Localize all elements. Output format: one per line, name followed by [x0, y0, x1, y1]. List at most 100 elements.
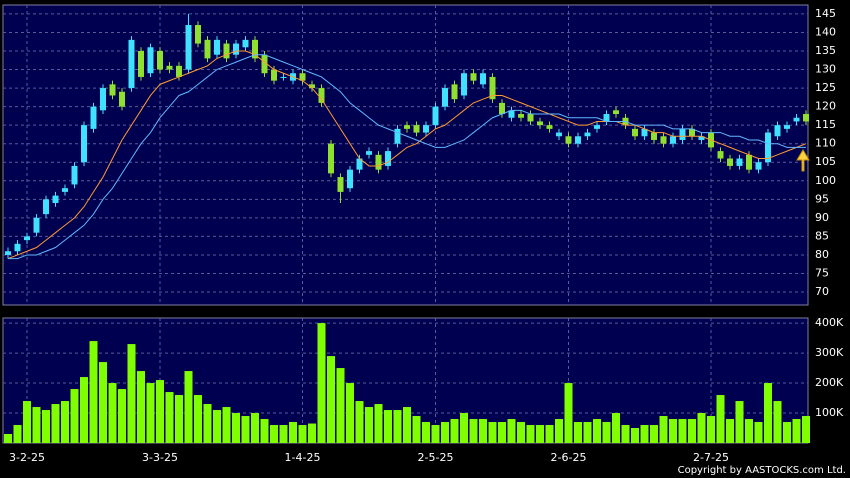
- volume-bar: [203, 404, 212, 443]
- candle-body: [128, 39, 135, 89]
- candle-body: [166, 65, 173, 70]
- candle-body: [299, 73, 306, 81]
- candle-body: [765, 132, 771, 163]
- candle-body: [679, 128, 686, 140]
- candle-body: [774, 125, 781, 137]
- volume-bar: [374, 404, 383, 443]
- volume-bar: [764, 383, 772, 443]
- candle-body: [489, 76, 496, 100]
- volume-bar: [260, 419, 269, 443]
- volume-bar: [707, 416, 715, 443]
- y-tick-label: 135: [815, 44, 836, 57]
- candle-body: [413, 125, 420, 133]
- candle-body: [736, 158, 743, 166]
- candle-body: [518, 114, 524, 118]
- candle-body: [328, 143, 334, 174]
- volume-bar: [70, 389, 79, 443]
- volume-bar: [545, 425, 554, 443]
- candle-body: [252, 39, 258, 59]
- volume-bar: [384, 410, 392, 443]
- candle-body: [261, 54, 268, 74]
- volume-bar: [479, 419, 487, 443]
- candle-body: [565, 136, 572, 144]
- y-tick-label: 200K: [815, 376, 844, 389]
- candle-body: [727, 158, 733, 166]
- volume-bar: [659, 416, 668, 443]
- copyright: Copyright by AASTOCKS.com Ltd.: [678, 465, 846, 476]
- candle-body: [195, 25, 201, 44]
- candle-body: [442, 88, 448, 107]
- moving-average-line: [7, 50, 807, 260]
- y-tick-label: 95: [815, 192, 829, 205]
- volume-bar: [251, 413, 259, 443]
- candle-body: [233, 43, 239, 55]
- volume-bar: [745, 419, 753, 443]
- volume-bar: [593, 419, 601, 443]
- y-tick-label: 85: [815, 229, 829, 242]
- volume-bar: [422, 422, 430, 443]
- candle-body: [24, 236, 30, 241]
- volume-bar: [365, 407, 373, 443]
- volume-bar: [108, 383, 117, 443]
- candle-body: [660, 136, 667, 144]
- volume-bar: [754, 422, 763, 443]
- volume-bar: [621, 425, 630, 443]
- candle-body: [793, 117, 800, 122]
- volume-bar: [51, 404, 60, 443]
- candle-body: [432, 106, 439, 126]
- volume-bar: [564, 383, 573, 443]
- y-tick-label: 145: [815, 7, 836, 20]
- candle-body: [556, 132, 562, 137]
- volume-bar: [241, 416, 250, 443]
- candle-body: [717, 151, 724, 159]
- volume-bar: [441, 422, 449, 443]
- volume-bar: [222, 407, 231, 443]
- candle-body: [347, 169, 353, 189]
- candle-body: [698, 136, 705, 140]
- y-tick-label: 300K: [815, 346, 844, 359]
- x-tick-label: 2-5-25: [418, 451, 454, 464]
- volume-bar: [4, 434, 12, 443]
- volume-bar: [802, 416, 810, 443]
- y-tick-label: 105: [815, 155, 836, 168]
- volume-bar: [640, 425, 649, 443]
- volume-bar: [194, 395, 202, 443]
- volume-bar: [127, 344, 136, 443]
- volume-bar: [80, 377, 88, 443]
- y-tick-label: 120: [815, 100, 836, 113]
- volume-bar: [137, 371, 145, 443]
- candle-body: [451, 84, 458, 100]
- volume-bar: [488, 422, 497, 443]
- candle-body: [157, 50, 163, 70]
- y-tick-label: 100: [815, 174, 836, 187]
- volume-bar: [99, 362, 107, 443]
- volume-bar: [89, 341, 98, 443]
- price-panel: [2, 4, 809, 306]
- y-tick-label: 75: [815, 266, 829, 279]
- y-tick-label: 130: [815, 63, 836, 76]
- x-tick-label: 3-2-25: [9, 451, 45, 464]
- volume-bar: [42, 410, 50, 443]
- volume-bar: [213, 410, 221, 443]
- volume-bar: [232, 413, 240, 443]
- volume-bar: [393, 410, 402, 443]
- candle-body: [309, 84, 315, 89]
- volume-bar: [346, 383, 354, 443]
- volume-bar: [355, 401, 364, 443]
- volume-bar: [431, 425, 440, 443]
- signal-arrow: [796, 149, 810, 172]
- volume-bar: [403, 407, 411, 443]
- volume-bar: [583, 422, 592, 443]
- candle-body: [280, 76, 287, 78]
- volume-bar: [146, 383, 155, 443]
- volume-bar: [184, 371, 193, 443]
- volume-bar: [574, 422, 582, 443]
- candle-body: [584, 132, 591, 137]
- volume-bar: [460, 413, 468, 443]
- x-tick-label: 2-7-25: [693, 451, 729, 464]
- candle-body: [71, 165, 78, 185]
- candle-body: [670, 136, 676, 144]
- candle-body: [508, 110, 515, 118]
- candle-body: [14, 243, 21, 252]
- candle-body: [90, 106, 97, 129]
